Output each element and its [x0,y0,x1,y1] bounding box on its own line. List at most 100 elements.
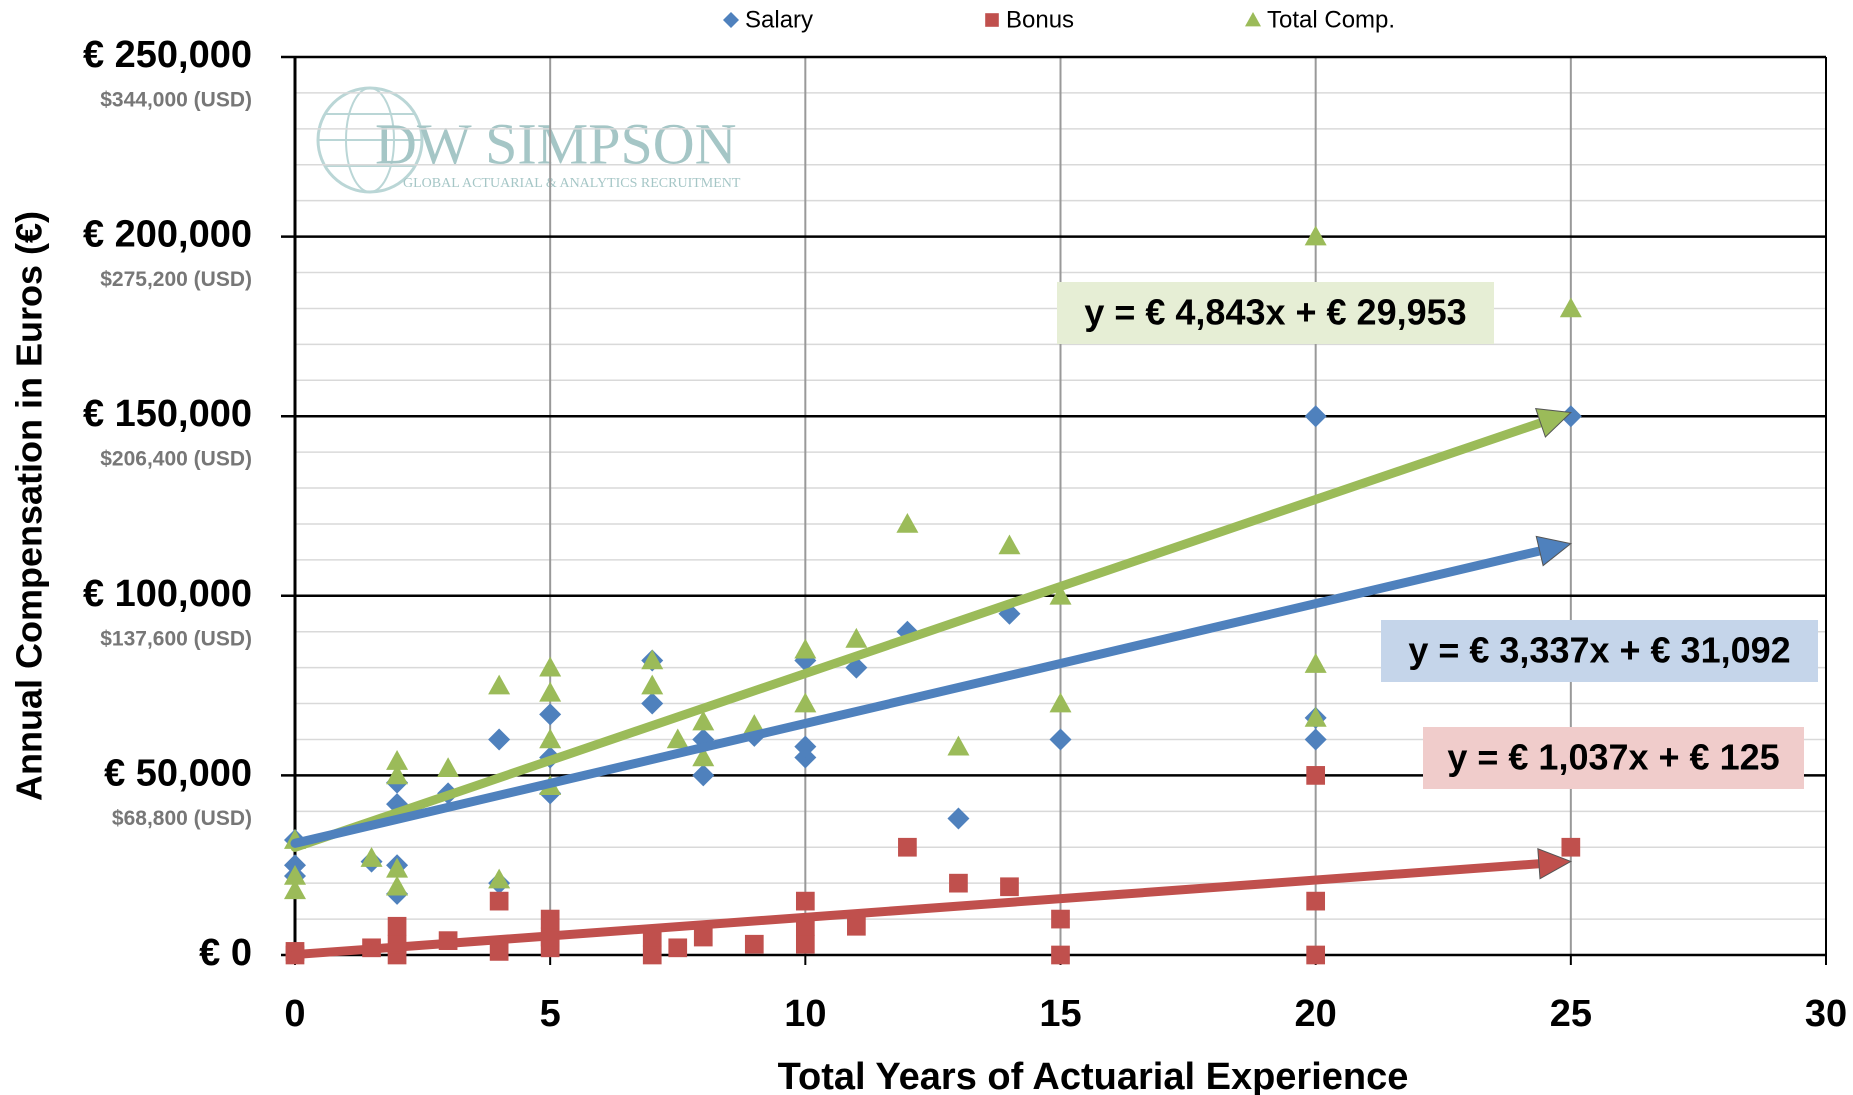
square-marker [489,891,509,911]
square-marker [744,934,764,954]
trend-arrowhead [1535,535,1572,567]
y-axis-title: Annual Compensation in Euros (€) [9,211,50,801]
square-marker [985,13,999,27]
diamond-marker [794,735,817,758]
diamond-marker [1304,405,1327,428]
diamond-marker [947,807,970,830]
legend-item: Total Comp. [1245,6,1395,33]
square-marker [1051,945,1070,965]
x-tick-label: 30 [1805,993,1847,1035]
diamond-marker [1304,728,1327,751]
usd-label: $344,000 (USD) [100,89,252,112]
equation-label: y = € 1,037x + € 125 [1447,737,1779,778]
square-marker [693,927,713,947]
triangle-marker [641,674,664,695]
square-marker [668,938,688,958]
usd-label: $137,600 (USD) [100,627,252,650]
triangle-marker [437,757,460,778]
y-tick-label: € 50,000 [104,752,252,794]
triangle-marker [360,847,383,867]
equation-box [1423,727,1804,789]
watermark: DW SIMPSON GLOBAL ACTUARIAL & ANALYTICS … [316,86,741,194]
triangle-marker [794,638,817,659]
triangle-marker [284,864,306,885]
trend-line [290,418,1546,852]
triangle-marker [794,692,817,713]
square-marker [1306,945,1326,965]
triangle-marker [998,534,1021,555]
triangle-marker [845,627,868,648]
square-marker [1051,909,1070,929]
x-tick-label: 20 [1295,993,1337,1035]
diamond-marker [1559,405,1582,428]
square-marker [1306,766,1326,785]
legend-item: Salary [723,6,813,33]
usd-label: $275,200 (USD) [100,268,252,291]
square-marker [540,909,560,929]
y-tick-label: € 150,000 [83,393,252,435]
triangle-marker [743,714,766,734]
trend-arrowhead [1537,848,1573,880]
square-marker [489,942,509,961]
triangle-marker [386,764,409,785]
diamond-marker [692,764,715,787]
square-marker [795,891,815,911]
triangle-marker [539,656,562,677]
square-marker [949,873,968,893]
triangle-marker [1304,706,1327,727]
y-tick-label: € 0 [199,932,252,974]
watermark-tagline: GLOBAL ACTUARIAL & ANALYTICS RECRUITMENT [403,176,741,191]
equation-box [1381,620,1818,682]
triangle-marker [1049,584,1072,605]
triangle-marker [386,750,409,770]
trend-line [290,859,1544,960]
triangle-marker [641,649,664,670]
square-marker [795,934,815,954]
square-marker [1306,891,1326,911]
diamond-marker [1049,728,1072,751]
triangle-marker [896,512,919,533]
equation-box [1057,282,1494,344]
x-tick-label: 0 [284,993,305,1035]
square-marker [1000,877,1019,897]
equation-label: y = € 3,337x + € 31,092 [1408,630,1790,671]
trend-line [290,546,1545,848]
triangle-marker [692,746,715,767]
square-marker [387,916,407,936]
square-marker [898,837,917,857]
usd-label: $68,800 (USD) [112,807,252,830]
y-tick-label: € 200,000 [83,214,252,256]
triangle-marker [947,735,970,756]
trend-arrowhead [1534,408,1572,438]
legend-item: Bonus [985,6,1074,33]
usd-label: $206,400 (USD) [100,448,252,471]
square-marker [642,945,662,965]
triangle-marker [488,674,511,695]
legend-label: Total Comp. [1267,6,1395,33]
diamond-marker [488,728,511,751]
watermark-name: DW SIMPSON [375,111,737,176]
x-axis-title: Total Years of Actuarial Experience [778,1056,1409,1095]
triangle-marker [488,868,511,889]
diamond-marker [539,703,562,726]
diamond-marker [723,12,739,28]
triangle-marker [539,681,562,702]
legend-label: Bonus [1006,6,1074,33]
triangle-marker [1304,225,1327,246]
legend-label: Salary [745,6,813,33]
triangle-marker [666,728,689,749]
triangle-marker [1245,12,1261,27]
y-tick-label: € 100,000 [83,573,252,615]
triangle-marker [284,879,306,900]
x-tick-label: 15 [1039,993,1081,1035]
equation-label: y = € 4,843x + € 29,953 [1084,292,1466,333]
x-tick-label: 25 [1550,993,1592,1035]
x-tick-label: 5 [540,993,561,1035]
triangle-marker [539,728,562,749]
square-marker [1561,837,1581,857]
triangle-marker [1304,653,1327,673]
triangle-marker [1559,297,1582,318]
square-marker [847,916,866,936]
y-tick-label: € 250,000 [83,34,252,76]
